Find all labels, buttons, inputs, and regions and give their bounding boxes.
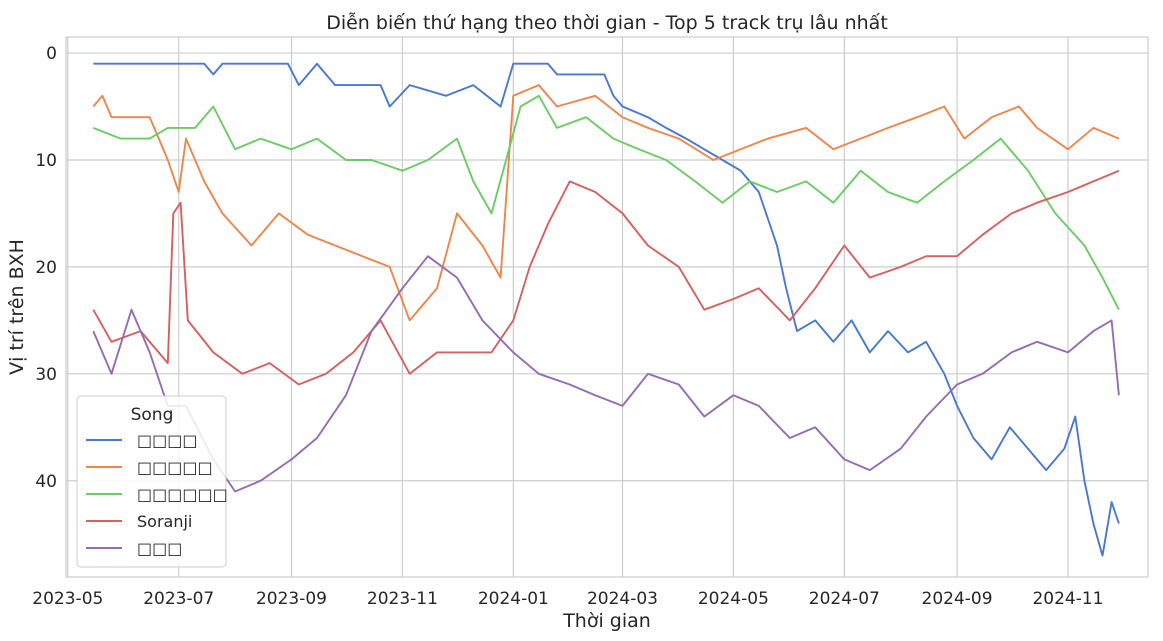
y-tick-labels: 0 10 20 30 40 [35, 44, 57, 492]
legend-entry: □□□□ [137, 431, 197, 450]
chart-title: Diễn biến thứ hạng theo thời gian - Top … [326, 11, 888, 34]
legend: Song □□□□□□□□□□□□□□□Soranji□□□ [77, 396, 228, 567]
x-tick-label: 2024-09 [922, 589, 993, 609]
y-tick-label: 10 [35, 151, 57, 171]
x-tick-label: 2024-07 [809, 589, 880, 609]
legend-entry: □□□ [137, 539, 182, 558]
y-tick-label: 30 [35, 365, 57, 385]
x-axis-title: Thời gian [562, 610, 651, 632]
y-axis-title: Vị trí trên BXH [6, 239, 28, 375]
x-tick-label: 2024-11 [1032, 589, 1103, 609]
x-tick-label: 2023-09 [256, 589, 327, 609]
x-tick-label: 2023-11 [367, 589, 438, 609]
legend-entry: Soranji [137, 512, 192, 531]
x-tick-label: 2024-03 [587, 589, 658, 609]
y-tick-label: 40 [35, 472, 57, 492]
y-tick-label: 20 [35, 258, 57, 278]
legend-entry: □□□□□ [137, 458, 213, 477]
x-tick-label: 2024-05 [698, 589, 769, 609]
plot-area [66, 37, 1148, 577]
x-tick-labels: 2023-05 2023-07 2023-09 2023-11 2024-01 2024-… [32, 589, 1103, 609]
x-tick-label: 2023-07 [143, 589, 214, 609]
legend-entry: □□□□□□ [137, 485, 228, 504]
x-tick-label: 2023-05 [32, 589, 103, 609]
x-tick-label: 2024-01 [478, 589, 549, 609]
y-tick-label: 0 [46, 44, 57, 64]
legend-title: Song [131, 405, 174, 425]
